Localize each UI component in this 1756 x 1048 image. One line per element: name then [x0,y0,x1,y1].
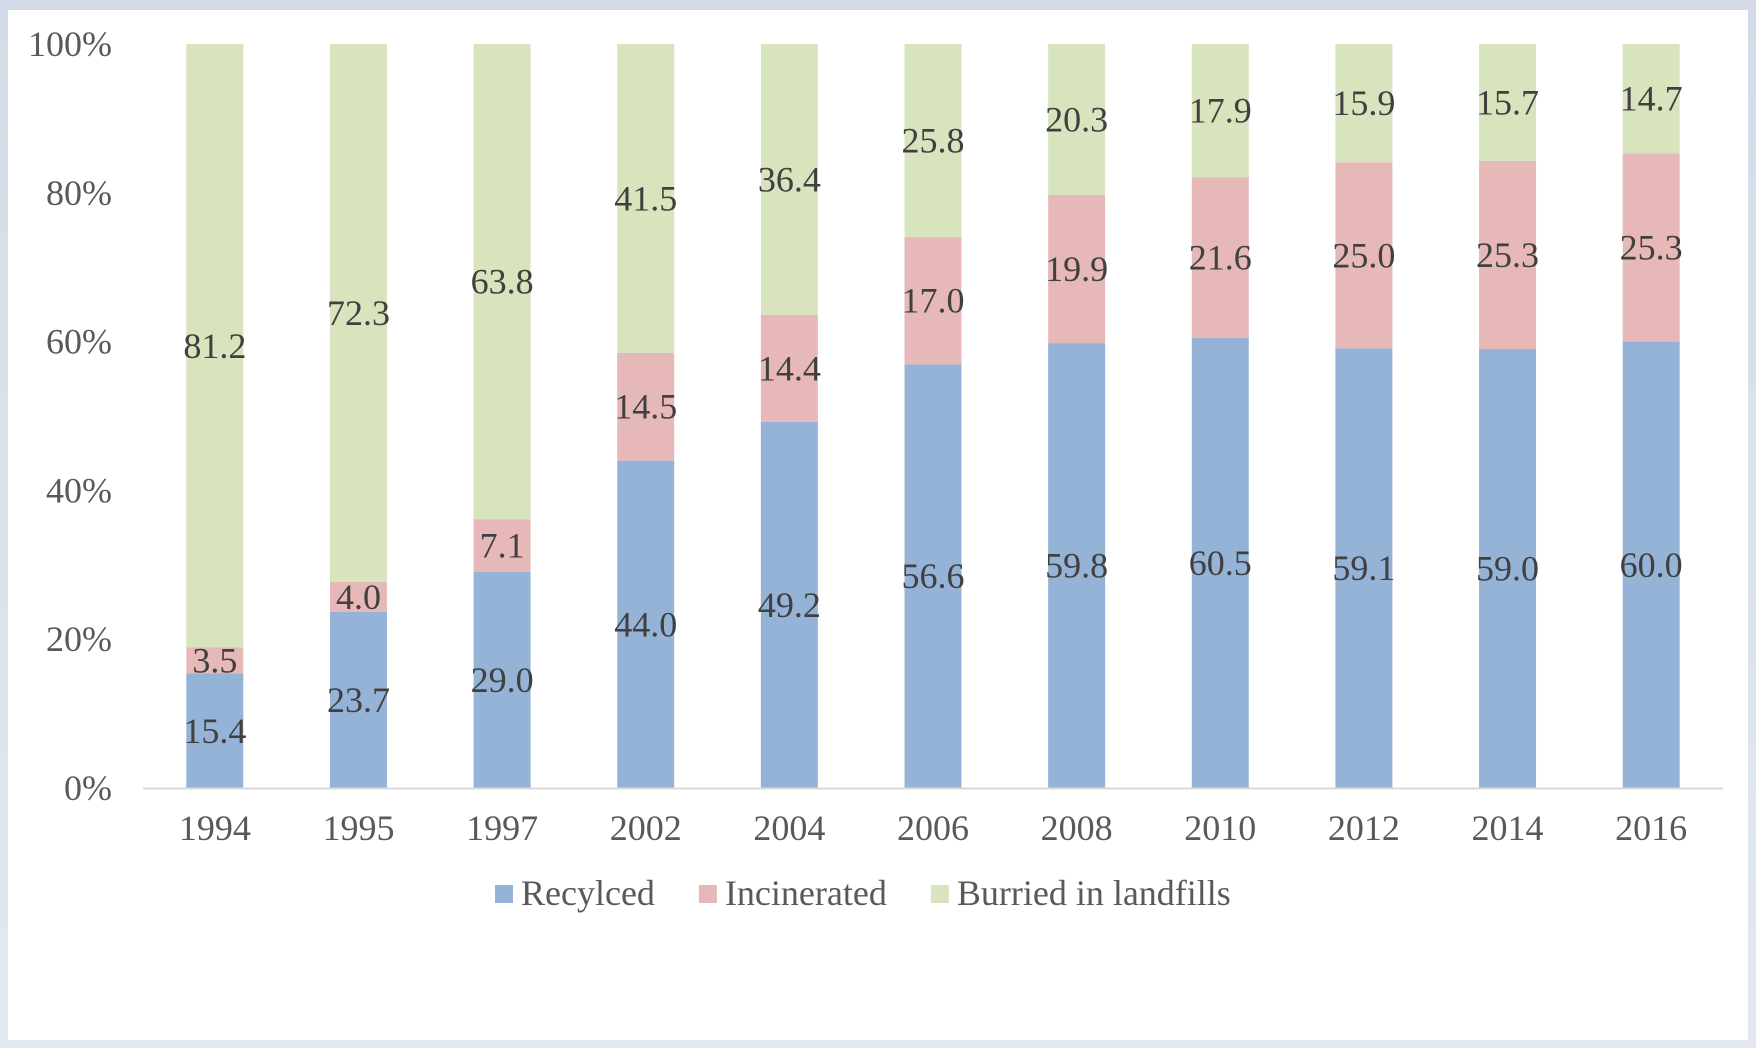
x-tick-label: 2014 [1472,808,1544,848]
data-label: 29.0 [471,660,534,700]
legend-swatch [930,885,949,903]
bar-segment [904,44,962,238]
data-labels-layer: 15.4 3.5 81.2 23.7 4.0 72.3 29.0 7.1 63.8 44.0 14.… [183,79,1682,751]
data-label: 63.8 [471,262,534,302]
bar-segment [329,581,387,612]
bar-segment [1622,44,1680,154]
data-label: 21.6 [1189,238,1252,278]
bar-segment [1048,195,1106,344]
data-label: 36.4 [758,159,821,199]
data-label: 81.2 [183,326,246,366]
legend-swatch [495,885,513,903]
legend-label: Recylced [521,873,655,913]
y-tick-label: 40% [46,470,112,510]
y-tick-label: 60% [46,322,112,362]
data-label: 14.4 [758,348,821,388]
data-label: 17.0 [902,281,965,321]
bar-segment [186,647,244,674]
data-label: 25.3 [1620,227,1683,267]
data-label: 25.0 [1332,235,1395,275]
data-label: 56.6 [902,556,965,596]
bar-segment [1622,153,1680,342]
bar-segment [186,673,244,788]
data-label: 49.2 [758,585,821,625]
data-label: 4.0 [336,577,381,617]
data-label: 3.5 [192,641,237,681]
data-label: 25.8 [902,121,965,161]
bar-segment [760,314,818,422]
bar-segment [1335,348,1393,788]
data-label: 14.5 [614,387,677,427]
bar-segment [1191,177,1249,338]
x-tick-label: 1995 [322,808,394,848]
data-label: 60.0 [1620,545,1683,585]
bar-segment [617,460,675,788]
x-tick-label: 2016 [1615,808,1687,848]
bar-segment [617,352,675,461]
data-label: 23.7 [327,680,390,720]
y-axis: 0% 20% 40% 60% 80% 100% [28,24,112,808]
y-tick-label: 20% [46,619,112,659]
bar-segment [329,44,387,582]
stacked-bar-chart: 0% 20% 40% 60% 80% 100% 15.4 3.5 81.2 23.7 4.0 72.… [28,24,1723,913]
data-label: 15.9 [1332,83,1395,123]
data-label: 19.9 [1045,249,1108,289]
data-label: 44.0 [614,604,677,644]
legend-swatch [698,885,717,903]
bar-segment [1048,44,1106,196]
bar-segment [473,44,531,520]
bars-layer [186,44,1680,788]
data-label: 14.7 [1620,79,1683,119]
x-axis: 1994 1995 1997 2002 2004 2006 2008 2010 2012 2014… [143,787,1723,848]
x-tick-label: 2006 [897,808,969,848]
x-tick-label: 2002 [610,808,682,848]
data-label: 60.5 [1189,543,1252,583]
bar-segment [904,364,962,788]
y-tick-label: 0% [64,768,112,808]
bar-segment [1335,44,1393,163]
data-label: 15.7 [1476,82,1539,122]
bar-segment [760,44,818,315]
y-tick-label: 80% [46,173,112,213]
bar-segment [1479,349,1537,788]
y-tick-label: 100% [28,24,112,64]
data-label: 59.1 [1332,548,1395,588]
bar-segment [473,572,531,788]
legend: Recylced Incinerated Burried in landfills [495,873,1231,913]
data-label: 17.9 [1189,91,1252,131]
bar-segment [473,519,531,573]
data-label: 20.3 [1045,100,1108,140]
legend-label: Burried in landfills [957,873,1231,913]
bar-segment [1479,160,1537,350]
bar-segment [186,44,244,648]
bar-segment [760,421,818,788]
bar-segment [904,237,962,365]
data-label: 72.3 [327,293,390,333]
x-tick-label: 2004 [753,808,825,848]
bar-segment [1335,162,1393,349]
bar-segment [1048,343,1106,788]
x-tick-label: 1997 [466,808,538,848]
legend-label: Incinerated [725,873,887,913]
bar-segment [1191,337,1249,788]
x-tick-label: 2008 [1041,808,1113,848]
data-label: 25.3 [1476,235,1539,275]
bar-segment [1479,44,1537,161]
bar-segment [1191,44,1249,178]
data-label: 59.0 [1476,549,1539,589]
x-tick-label: 2012 [1328,808,1400,848]
bar-segment [329,611,387,788]
data-label: 41.5 [614,178,677,218]
data-label: 7.1 [480,526,525,566]
chart-card: 0% 20% 40% 60% 80% 100% 15.4 3.5 81.2 23.7 4.0 72.… [8,10,1748,1040]
bar-segment [1622,341,1680,788]
x-tick-label: 1994 [179,808,251,848]
data-label: 15.4 [183,711,246,751]
x-tick-label: 2010 [1184,808,1256,848]
bar-segment [617,44,675,353]
data-label: 59.8 [1045,546,1108,586]
